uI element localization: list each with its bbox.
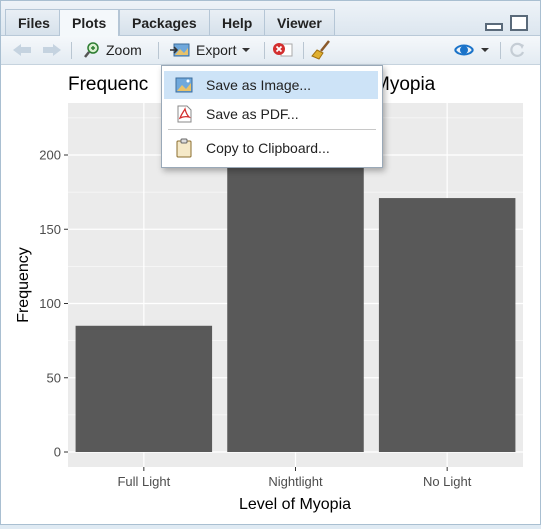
- clipboard-icon: [174, 138, 194, 158]
- remove-plot-button[interactable]: [272, 40, 294, 60]
- export-label: Export: [196, 42, 237, 58]
- image-icon: [174, 75, 194, 95]
- export-menu: Save as Image... Save as PDF... Copy to …: [161, 65, 383, 168]
- tab-bar: Files Plots Packages Help Viewer: [1, 1, 540, 36]
- menu-item-label: Save as Image...: [206, 77, 312, 93]
- maximize-icon[interactable]: [510, 15, 528, 31]
- zoom-label: Zoom: [106, 42, 142, 58]
- toolbar-separator: [71, 42, 72, 59]
- menu-item-label: Copy to Clipboard...: [206, 140, 330, 156]
- refresh-icon: [510, 42, 525, 57]
- menu-item-save-as-pdf[interactable]: Save as PDF...: [164, 100, 378, 128]
- export-icon: [170, 43, 190, 57]
- clear-plots-button[interactable]: [311, 40, 333, 60]
- tab-help[interactable]: Help: [209, 9, 266, 35]
- zoom-button[interactable]: Zoom: [83, 40, 142, 60]
- zoom-icon: [84, 42, 99, 58]
- tab-packages[interactable]: Packages: [119, 9, 210, 35]
- bar-full-light: [75, 325, 213, 452]
- toolbar-separator: [158, 42, 159, 59]
- x-axis-label: Level of Myopia: [239, 496, 351, 513]
- back-arrow-icon[interactable]: [11, 40, 33, 60]
- y-tick-label: 150: [39, 222, 61, 237]
- plot-area: Frequenc Myopia 0 50 100 150 200 Full Light N…: [1, 65, 540, 524]
- bar-chart: Frequenc Myopia 0 50 100 150 200 Full Light N…: [15, 74, 523, 513]
- toolbar-separator: [303, 42, 304, 59]
- menu-item-save-as-image[interactable]: Save as Image...: [164, 71, 378, 99]
- y-tick-label: 50: [47, 370, 61, 385]
- x-tick-label: Full Light: [117, 474, 170, 489]
- toolbar-separator: [500, 42, 501, 59]
- chart-title-right: Myopia: [374, 74, 436, 95]
- menu-item-label: Save as PDF...: [206, 106, 299, 122]
- pdf-icon: [174, 104, 194, 124]
- x-tick-label: Nightlight: [268, 474, 323, 489]
- broom-icon: [311, 40, 330, 60]
- minimize-icon[interactable]: [484, 23, 503, 31]
- remove-plot-icon: [273, 43, 293, 57]
- y-tick-label: 100: [39, 296, 61, 311]
- publish-icon: [454, 44, 474, 56]
- toolbar-separator: [264, 42, 265, 59]
- publish-button[interactable]: [453, 40, 490, 60]
- y-tick-label: 200: [39, 148, 61, 163]
- plot-toolbar: Zoom Export: [1, 36, 540, 65]
- forward-arrow-icon[interactable]: [41, 40, 63, 60]
- chevron-down-icon: [242, 48, 251, 52]
- x-tick-label: No Light: [423, 474, 472, 489]
- refresh-button[interactable]: [507, 40, 527, 60]
- chart-title-left: Frequenc: [68, 74, 148, 95]
- y-tick-label: 0: [54, 445, 61, 460]
- window-controls: [482, 15, 528, 36]
- y-axis-label: Frequency: [15, 247, 32, 323]
- bar-nightlight: [227, 155, 364, 452]
- tab-files[interactable]: Files: [5, 9, 63, 35]
- menu-separator: [168, 129, 376, 130]
- tab-plots[interactable]: Plots: [59, 9, 120, 36]
- bar-no-light: [378, 198, 516, 452]
- export-button[interactable]: Export: [169, 40, 251, 60]
- tab-viewer[interactable]: Viewer: [264, 9, 335, 35]
- chevron-down-icon: [481, 48, 489, 52]
- menu-item-copy-to-clipboard[interactable]: Copy to Clipboard...: [164, 134, 378, 162]
